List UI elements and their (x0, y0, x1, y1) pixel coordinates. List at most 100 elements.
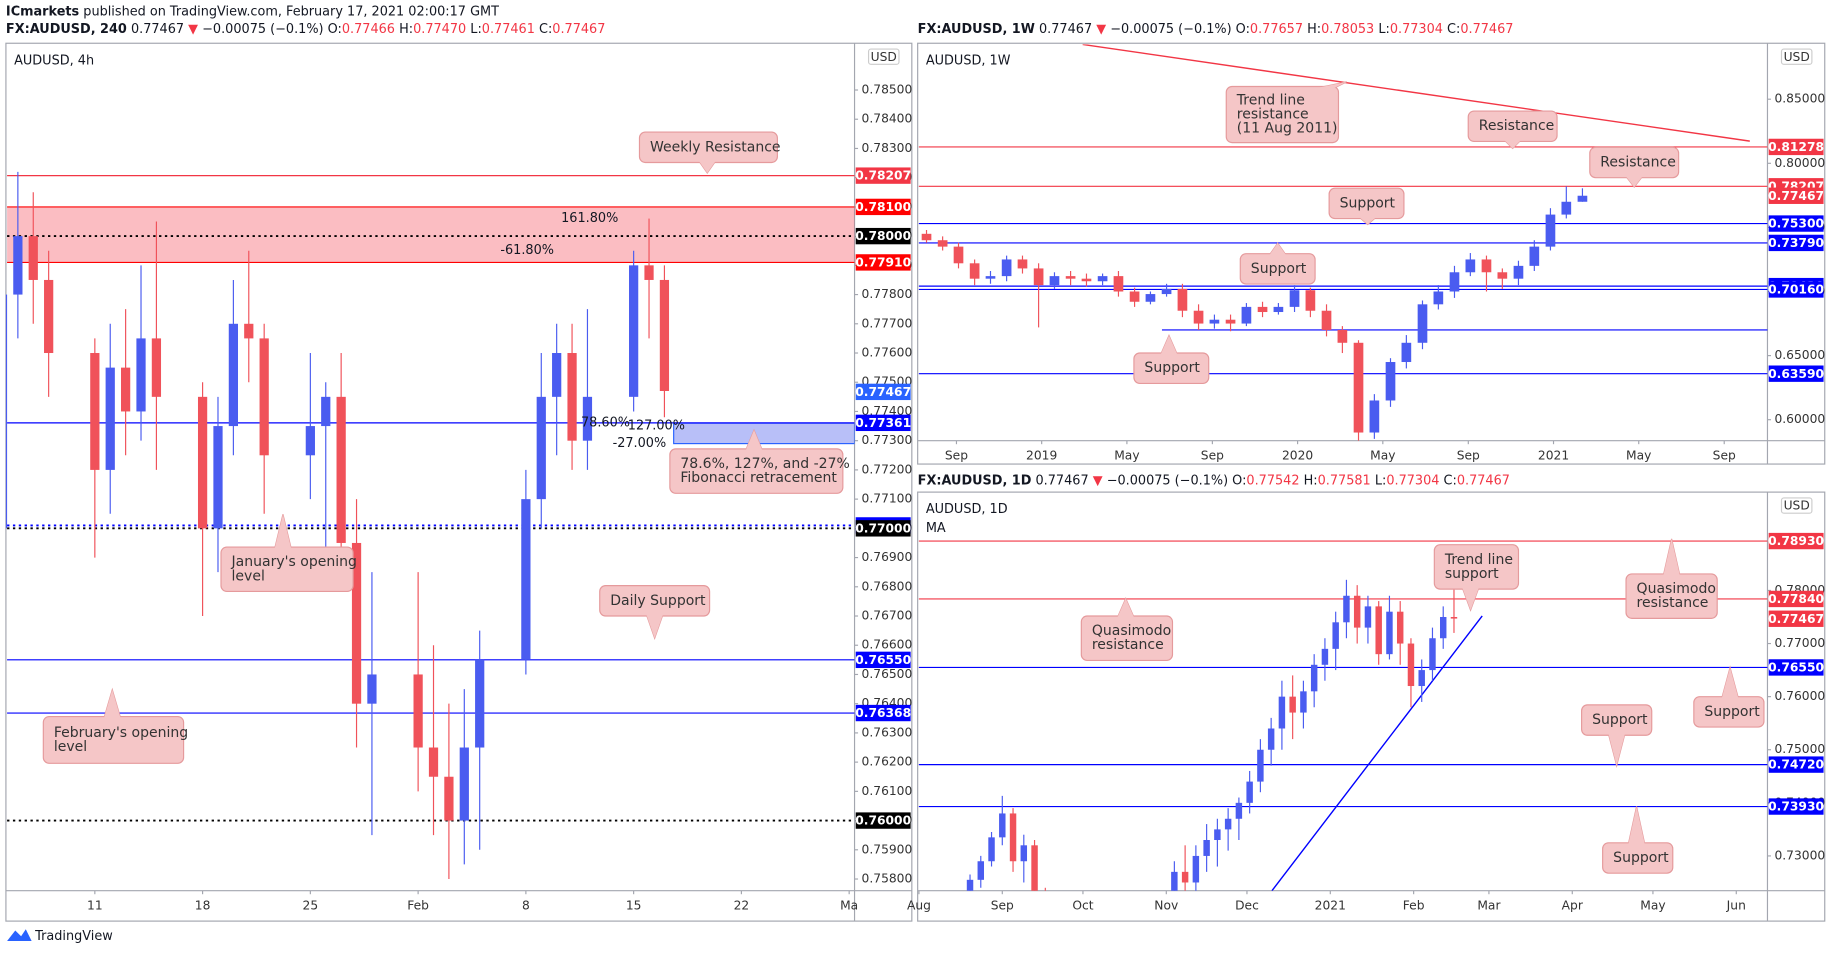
x-tick-label: Apr (1562, 898, 1584, 912)
annotation-text: level (232, 568, 265, 584)
candle-body (367, 674, 377, 704)
candle-body (1113, 276, 1124, 292)
price-label: 0.76368 (855, 706, 911, 720)
candle-body (228, 323, 239, 427)
legend-ohlc-value: 0.77542 (1246, 473, 1299, 488)
candle-body (1081, 278, 1092, 282)
candle-body (1001, 259, 1012, 277)
zone (673, 422, 855, 445)
candle-body (1224, 818, 1232, 830)
candle-body (1181, 871, 1189, 883)
annotation-text: 78.6%, 127%, and -27% (680, 456, 849, 472)
candle-body (966, 879, 974, 891)
legend-ohlc-value: 0.77581 (1318, 473, 1371, 488)
annotation-box (1225, 85, 1340, 144)
y-tick-label: 0.76300 (862, 725, 913, 739)
candle-body (1241, 306, 1252, 324)
candle-body (536, 396, 546, 500)
candle-body (351, 542, 362, 704)
y-tick-label: 0.76600 (862, 638, 913, 652)
chart-title: AUDUSD, 1W (926, 53, 1011, 68)
price-label: 0.77467 (1768, 189, 1824, 203)
candle-body (151, 338, 162, 397)
price-label-box (1768, 138, 1824, 156)
candle-body (1449, 272, 1460, 292)
annotation-text: Weekly Resistance (650, 139, 781, 155)
annotation-text: level (54, 739, 87, 755)
annotation-pointer-cover (699, 161, 716, 173)
price-label: 0.81278 (1768, 140, 1824, 154)
candle-body (136, 338, 146, 412)
candle-body (1497, 272, 1508, 279)
chart-panel: FX:AUDUSD, 1D 0.77467 ▼ −0.00075 (−0.1%)… (907, 473, 1826, 922)
annotation-text: (11 Aug 2011) (1237, 121, 1338, 137)
price-label-box (1768, 532, 1824, 550)
price-label-box (1768, 590, 1824, 608)
candle-body (1033, 268, 1044, 286)
annotation-text: Daily Support (610, 593, 706, 609)
y-tick-label: 0.77800 (862, 287, 913, 301)
chart-title: AUDUSD, 1D (926, 502, 1008, 517)
legend-ohlc-key: C: (1447, 22, 1460, 37)
candle-body (1465, 259, 1476, 273)
annotation-text: resistance (1237, 107, 1309, 123)
y-tick-label: 0.76500 (862, 667, 913, 681)
candle-body (13, 236, 23, 295)
price-label-box (855, 198, 911, 216)
price-label-box (1768, 215, 1824, 232)
candle-body (1145, 294, 1156, 302)
x-tick-label: Dec (1235, 898, 1259, 912)
annotation-pointer-cover (1721, 667, 1739, 698)
y-tick-label: 0.77300 (862, 433, 913, 447)
legend-arrow: ▼ (1096, 22, 1106, 37)
legend-ohlc-key: C: (539, 22, 552, 37)
price-label-box (1768, 610, 1824, 627)
candle-body (90, 353, 100, 470)
candle-body (1353, 595, 1361, 628)
price-label-box (855, 520, 911, 537)
legend-ohlc-key: C: (1444, 473, 1457, 488)
price-label: 0.76550 (855, 653, 911, 667)
x-tick-label: May (1370, 448, 1395, 462)
y-tick-label: 0.76700 (862, 609, 913, 623)
candle-body (1343, 595, 1350, 623)
candle-body (1097, 276, 1108, 282)
candle-body (459, 747, 469, 821)
chart-panel: FX:AUDUSD, 1W 0.77467 ▼ −0.00075 (−0.1%)… (917, 22, 1826, 465)
candle-body (1009, 813, 1017, 862)
currency-label: USD (1784, 50, 1810, 64)
fib-label: 127.00% (628, 419, 685, 434)
legend-price: 0.77467 (131, 22, 184, 37)
annotation-pointer-cover (1628, 806, 1645, 844)
candle-body (1375, 606, 1382, 655)
candle-body (1289, 290, 1300, 307)
candle-body (1364, 606, 1372, 628)
plot-area: 161.80% -61.80% 78.60%127.00% -27.00% (5, 171, 855, 880)
legend-change: −0.00075 (−0.1%) (202, 22, 323, 37)
annotation-text: Resistance (1479, 118, 1555, 134)
fib-label: -27.00% (613, 436, 667, 451)
legend-ohlc-value: 0.77466 (342, 22, 395, 37)
candle-body (244, 323, 254, 339)
author: ICmarkets (6, 4, 80, 19)
x-tick-label: Feb (1403, 898, 1425, 912)
candle-body (1577, 195, 1588, 202)
x-tick-label: 25 (303, 898, 319, 912)
legend-ohlc-key: O: (328, 22, 342, 37)
candle-body (1289, 696, 1296, 713)
x-tick-label: 15 (626, 898, 642, 912)
candle-body (121, 367, 131, 412)
candle-body (1337, 329, 1348, 343)
price-label: 0.77000 (855, 521, 911, 535)
price-label-box (855, 704, 911, 722)
candle-body (1401, 342, 1412, 363)
annotation: Support (1133, 334, 1210, 384)
annotation-text: Support (1144, 360, 1200, 376)
legend-line: FX:AUDUSD, 1D 0.77467 ▼ −0.00075 (−0.1%)… (918, 473, 1510, 488)
annotation-text: Quasimodo (1637, 581, 1716, 597)
candle-body (1161, 288, 1172, 295)
candle-body (1246, 781, 1253, 803)
y-tick-label: 0.77700 (862, 316, 913, 330)
